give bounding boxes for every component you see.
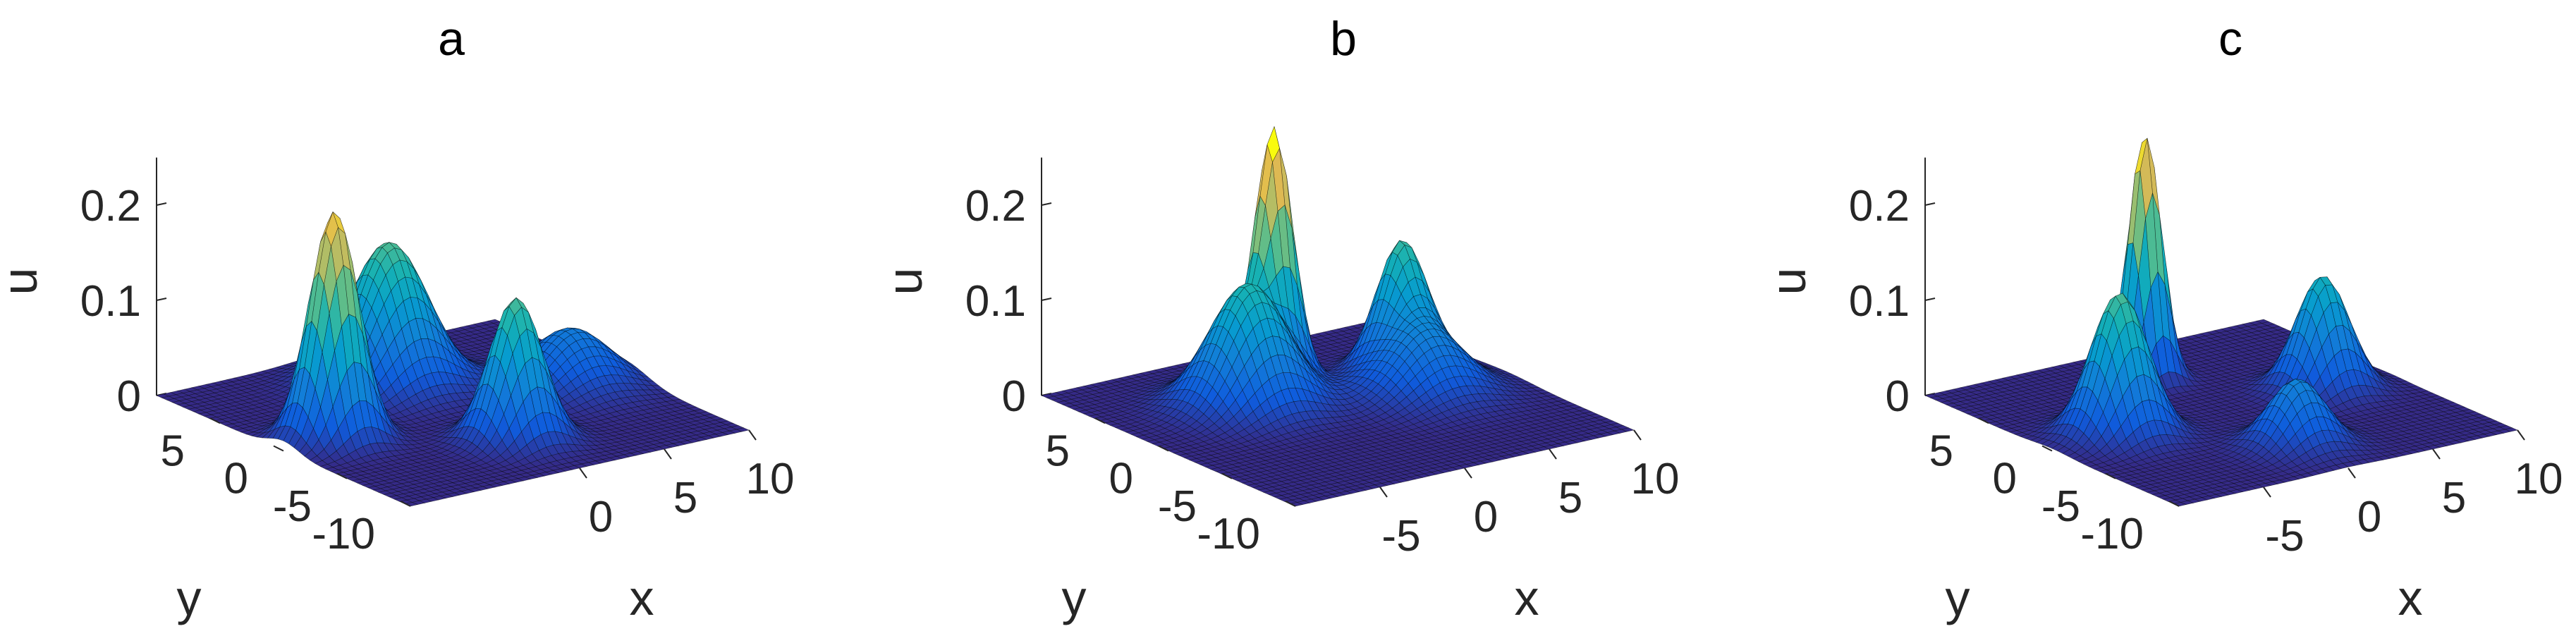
- y-tick-label: 0: [1993, 455, 2017, 503]
- z-tick-label: 0.1: [1849, 277, 1910, 326]
- z-axis-label: u: [1761, 268, 1816, 295]
- y-tick-label: -5: [2041, 482, 2080, 531]
- x-tick-label: 0: [1474, 493, 1498, 541]
- y-tick-mark: [2168, 501, 2180, 507]
- x-tick-label: 5: [673, 474, 697, 522]
- x-tick-label: 5: [2442, 474, 2466, 522]
- y-tick-label: 5: [1046, 427, 1070, 475]
- z-tick-label: 0: [117, 372, 141, 421]
- y-axis-label: y: [177, 570, 202, 625]
- y-tick-label: 5: [161, 427, 185, 475]
- z-tick-label: 0: [1886, 372, 1910, 421]
- x-tick-mark: [2432, 448, 2441, 460]
- z-tick-label: 0.1: [965, 277, 1026, 326]
- z-tick-mark: [1041, 202, 1052, 206]
- y-axis-label: y: [1946, 570, 1970, 625]
- panel-title: b: [1330, 12, 1357, 66]
- z-tick-mark: [156, 202, 167, 206]
- x-tick-mark: [2517, 429, 2525, 441]
- x-axis-label: x: [630, 570, 654, 625]
- y-tick-mark: [1094, 417, 1106, 424]
- y-tick-label: 0: [224, 455, 248, 503]
- z-tick-mark: [1924, 298, 1936, 301]
- x-tick-mark: [1464, 467, 1472, 479]
- x-tick-label: 10: [2515, 455, 2563, 503]
- x-tick-mark: [579, 467, 587, 479]
- z-tick-label: 0: [1002, 372, 1026, 421]
- z-axis-label: u: [877, 268, 932, 295]
- y-tick-mark: [2105, 472, 2116, 479]
- y-axis-label: y: [1062, 570, 1087, 625]
- z-tick-mark: [1924, 202, 1936, 206]
- y-tick-mark: [1978, 417, 1989, 424]
- y-tick-label: 0: [1109, 455, 1133, 503]
- x-tick-mark: [1549, 448, 1557, 460]
- x-tick-label: 0: [589, 493, 613, 541]
- z-tick-label: 0.2: [1849, 182, 1910, 231]
- z-tick-mark: [1041, 298, 1052, 301]
- surface-mesh: [1924, 137, 2518, 507]
- z-tick-label: 0.1: [80, 277, 141, 326]
- z-tick-label: 0.2: [965, 182, 1026, 231]
- x-tick-mark: [2263, 486, 2271, 498]
- y-tick-label: -10: [2080, 510, 2144, 558]
- x-tick-mark: [664, 448, 672, 460]
- y-tick-mark: [273, 445, 284, 452]
- surface-mesh: [156, 211, 750, 507]
- y-tick-label: -5: [1158, 482, 1197, 531]
- panel-title: a: [438, 12, 465, 66]
- x-tick-label: 0: [2357, 493, 2381, 541]
- y-tick-label: -10: [312, 510, 375, 558]
- x-axis-label: x: [2398, 570, 2423, 625]
- y-tick-mark: [2041, 445, 2053, 452]
- x-tick-label: 5: [1558, 474, 1582, 522]
- x-tick-label: 10: [746, 455, 795, 503]
- x-tick-mark: [1633, 429, 1642, 441]
- z-tick-mark: [156, 298, 167, 301]
- y-tick-mark: [1285, 501, 1296, 507]
- x-tick-label: -5: [1381, 512, 1420, 561]
- x-tick-mark: [2348, 467, 2356, 479]
- y-tick-mark: [209, 417, 221, 424]
- y-tick-mark: [400, 501, 411, 507]
- y-tick-label: 5: [1929, 427, 1953, 475]
- x-tick-mark: [748, 429, 757, 441]
- y-tick-label: -10: [1197, 510, 1260, 558]
- x-axis-label: x: [1515, 570, 1539, 625]
- x-tick-label: 10: [1631, 455, 1680, 503]
- x-tick-mark: [1379, 486, 1388, 498]
- y-tick-mark: [1158, 445, 1169, 452]
- z-tick-label: 0.2: [80, 182, 141, 231]
- y-tick-mark: [336, 472, 348, 479]
- y-tick-mark: [1221, 472, 1233, 479]
- y-tick-label: -5: [273, 482, 312, 531]
- surface-mesh: [1041, 125, 1635, 507]
- z-axis-label: u: [0, 268, 47, 295]
- panel-title: c: [2218, 12, 2242, 66]
- x-tick-label: -5: [2265, 512, 2304, 561]
